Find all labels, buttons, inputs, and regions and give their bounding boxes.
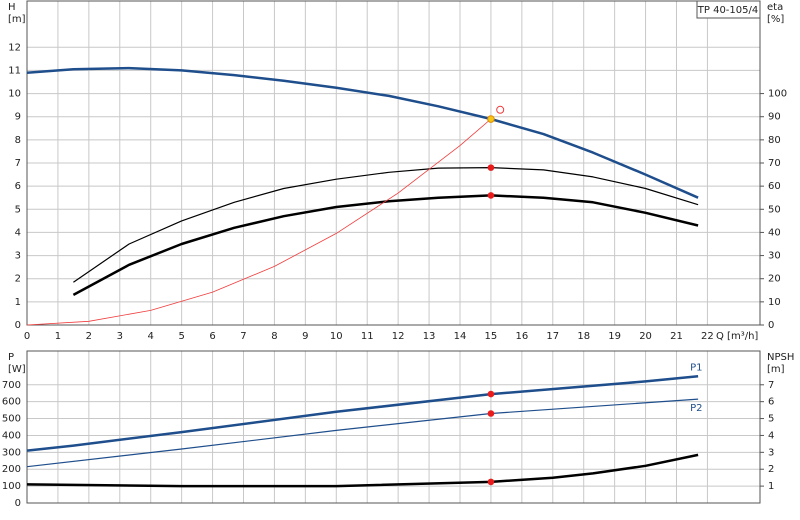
plot-frame — [26, 350, 761, 504]
y2-tick-label: 60 — [768, 181, 781, 192]
x-tick-label: 18 — [577, 331, 590, 342]
x-tick-label: 9 — [302, 331, 308, 342]
y2-tick-label: 50 — [768, 204, 781, 215]
y2-tick-label: 10 — [768, 297, 781, 308]
y2-tick-label: 0 — [768, 320, 774, 331]
y2-tick-label: 2 — [768, 464, 774, 475]
y2-tick-label: 80 — [768, 135, 781, 146]
x-tick-label: 5 — [178, 331, 184, 342]
x-tick-label: 8 — [271, 331, 277, 342]
x-tick-label: 1 — [55, 331, 61, 342]
y2-tick-label: 6 — [768, 397, 774, 408]
y-tick-label: 9 — [15, 112, 21, 123]
y2-tick-label: 4 — [768, 430, 774, 441]
y2-axis-label: eta — [767, 2, 783, 13]
curve — [26, 375, 699, 452]
x-tick-label: 17 — [546, 331, 559, 342]
y-tick-label: 10 — [8, 89, 21, 100]
plot-frame — [26, 0, 761, 326]
curve — [26, 453, 699, 488]
model-box — [696, 0, 761, 19]
curve — [26, 66, 699, 199]
y2-tick-label: 1 — [768, 481, 774, 492]
x-tick-label: 7 — [240, 331, 246, 342]
operating-point — [487, 390, 495, 398]
y-tick-label: 0 — [15, 498, 21, 509]
x-tick-label: 22 — [701, 331, 714, 342]
y2-tick-label: 100 — [768, 89, 787, 100]
curve — [73, 167, 699, 283]
y-tick-label: 6 — [15, 181, 21, 192]
x-tick-label: 6 — [209, 331, 215, 342]
operating-point — [496, 105, 505, 114]
y-tick-label: 0 — [15, 320, 21, 331]
x-tick-label: 21 — [670, 331, 683, 342]
y-tick-label: 300 — [2, 447, 21, 458]
x-tick-label: 3 — [117, 331, 123, 342]
operating-point — [487, 164, 495, 171]
y-tick-label: 7 — [15, 158, 21, 169]
model-label: TP 40-105/4 — [697, 5, 758, 16]
x-tick-label: 11 — [361, 331, 374, 342]
y2-tick-label: 40 — [768, 227, 781, 238]
y-tick-label: 400 — [2, 430, 21, 441]
x-tick-label: 15 — [485, 331, 498, 342]
y2-axis-label: [m] — [767, 364, 785, 375]
y-tick-label: 700 — [2, 380, 21, 391]
y-tick-label: 8 — [15, 135, 21, 146]
x-tick-label: 14 — [454, 331, 467, 342]
y-tick-label: 12 — [8, 42, 21, 53]
y-tick-label: 2 — [15, 274, 21, 285]
y2-axis-label: [%] — [767, 14, 784, 25]
curve — [26, 398, 699, 468]
y-tick-label: 500 — [2, 414, 21, 425]
y-axis-label: [W] — [8, 364, 26, 375]
operating-point — [487, 115, 495, 123]
x-tick-label: 4 — [148, 331, 154, 342]
y2-tick-label: 5 — [768, 414, 774, 425]
y2-tick-label: 20 — [768, 274, 781, 285]
x-tick-label: 10 — [330, 331, 343, 342]
y-axis-label: H — [8, 2, 16, 13]
y-tick-label: 4 — [15, 227, 21, 238]
y-tick-label: 3 — [15, 251, 21, 262]
series-label: P1 — [690, 362, 702, 373]
y-axis-label: [m] — [8, 14, 26, 25]
y-tick-label: 200 — [2, 464, 21, 475]
operating-point — [487, 410, 495, 417]
x-tick-label: 12 — [392, 331, 405, 342]
x-tick-label: 19 — [608, 331, 621, 342]
y2-tick-label: 90 — [768, 112, 781, 123]
y-tick-label: 600 — [2, 397, 21, 408]
y-tick-label: 100 — [2, 481, 21, 492]
y-tick-label: 11 — [8, 65, 21, 76]
x-tick-label: 13 — [423, 331, 436, 342]
curve — [26, 118, 492, 326]
curve — [72, 194, 699, 296]
y2-tick-label: 30 — [768, 251, 781, 262]
y2-tick-label: 3 — [768, 447, 774, 458]
y-tick-label: 5 — [15, 204, 21, 215]
x-tick-label: 2 — [86, 331, 92, 342]
y2-tick-label: 70 — [768, 158, 781, 169]
operating-point — [487, 192, 495, 199]
x-axis-label: Q [m³/h] — [716, 331, 758, 342]
y2-axis-label: NPSH — [767, 352, 794, 363]
y2-tick-label: 7 — [768, 380, 774, 391]
x-tick-label: 0 — [24, 331, 30, 342]
y-axis-label: P — [8, 352, 14, 363]
operating-point — [487, 478, 495, 486]
series-label: P2 — [690, 403, 702, 414]
x-tick-label: 16 — [515, 331, 528, 342]
y-tick-label: 1 — [15, 297, 21, 308]
x-tick-label: 20 — [639, 331, 652, 342]
